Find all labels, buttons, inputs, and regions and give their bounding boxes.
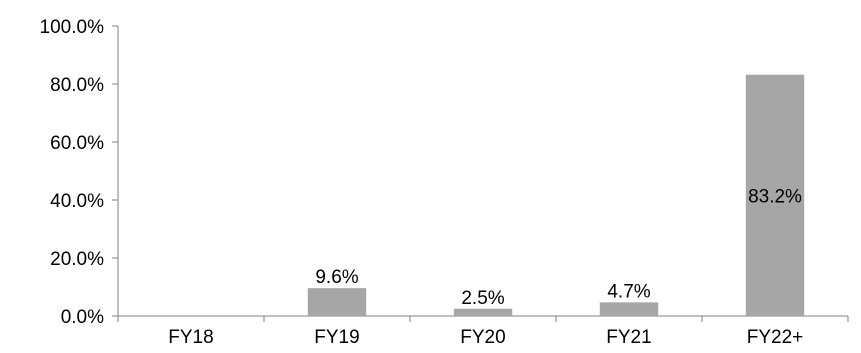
x-tick-label: FY18	[168, 327, 213, 348]
bar-fy20	[453, 308, 513, 316]
bar-fy19	[307, 288, 367, 316]
y-tick-label: 80.0%	[50, 75, 104, 96]
x-tick-label: FY22+	[747, 327, 804, 348]
y-tick-label: 40.0%	[50, 191, 104, 212]
data-label: 4.7%	[607, 281, 650, 302]
data-label: 83.2%	[748, 186, 802, 207]
y-tick-label: 0.0%	[61, 307, 104, 328]
x-axis: FY18 FY19 FY20 FY21 FY22+	[117, 315, 849, 348]
bars	[307, 74, 805, 316]
x-tick-label: FY19	[314, 327, 359, 348]
bar-fy21	[599, 302, 659, 316]
y-tick-label: 60.0%	[50, 133, 104, 154]
bar-fy22	[745, 74, 805, 316]
data-label: 9.6%	[315, 267, 358, 288]
x-tick-label: FY20	[460, 327, 505, 348]
x-tick-label: FY21	[606, 327, 651, 348]
y-axis: 0.0% 20.0% 40.0% 60.0% 80.0% 100.0%	[40, 17, 119, 328]
y-tick-label: 100.0%	[40, 17, 105, 38]
data-labels: 9.6% 2.5% 4.7% 83.2%	[315, 186, 802, 308]
y-tick-label: 20.0%	[50, 249, 104, 270]
data-label: 2.5%	[461, 288, 504, 309]
